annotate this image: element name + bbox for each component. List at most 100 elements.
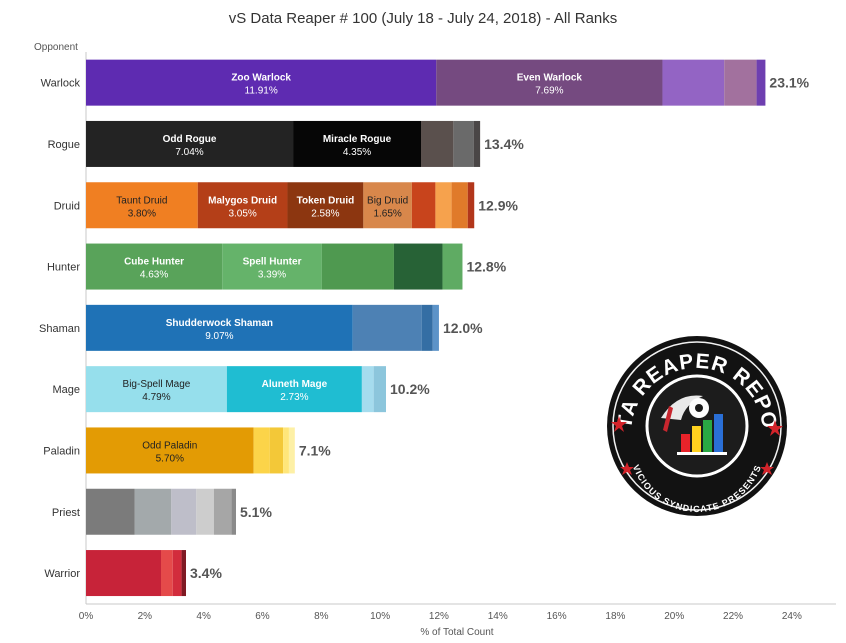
x-tick-22: 22% xyxy=(723,611,743,622)
x-tick-12: 12% xyxy=(429,611,449,622)
segment-value-miracle-rogue: 4.35% xyxy=(343,147,371,158)
bar-segment-priest-other-0[interactable] xyxy=(86,488,135,535)
segment-name-odd-paladin: Odd Paladin xyxy=(142,440,197,451)
bar-segment-warlock-other-3[interactable] xyxy=(724,59,757,106)
total-label-warlock: 23.1% xyxy=(769,75,809,91)
x-axis-label: % of Total Count xyxy=(420,627,493,638)
category-label-rogue: Rogue xyxy=(48,139,80,151)
x-tick-20: 20% xyxy=(664,611,684,622)
total-label-warrior: 3.4% xyxy=(190,565,222,581)
total-label-druid: 12.9% xyxy=(478,197,518,213)
x-tick-8: 8% xyxy=(314,611,329,622)
bar-segment-shaman-other-1[interactable] xyxy=(352,304,422,351)
segment-name-spell-hunter: Spell Hunter xyxy=(243,257,302,268)
bar-segment-druid-big-druid[interactable] xyxy=(363,182,412,229)
bar-segment-warrior-other-0[interactable] xyxy=(86,550,161,597)
total-label-paladin: 7.1% xyxy=(299,442,331,458)
y-axis-label: Opponent xyxy=(34,42,78,53)
bar-segment-warlock-other-4[interactable] xyxy=(756,59,766,106)
bar-segment-priest-other-5[interactable] xyxy=(231,488,236,535)
x-tick-0: 0% xyxy=(79,611,94,622)
bar-segment-hunter-other-2[interactable] xyxy=(321,243,394,290)
x-tick-24: 24% xyxy=(782,611,802,622)
bars-group: Warlock Zoo Warlock 11.91% Even Warlock 7.69… xyxy=(39,59,810,597)
bar-segment-druid-malygos-druid[interactable] xyxy=(197,182,288,229)
bar-segment-hunter-cube-hunter[interactable] xyxy=(86,243,223,290)
bar-segment-priest-other-3[interactable] xyxy=(196,488,214,535)
bar-segment-druid-token-druid[interactable] xyxy=(287,182,364,229)
segment-name-zoo-warlock: Zoo Warlock xyxy=(231,73,291,84)
bar-segment-paladin-other-4[interactable] xyxy=(288,427,295,474)
total-label-shaman: 12.0% xyxy=(443,320,483,336)
bar-segment-hunter-spell-hunter[interactable] xyxy=(222,243,322,290)
bar-segment-druid-taunt-druid[interactable] xyxy=(86,182,198,229)
segment-name-malygos-druid: Malygos Druid xyxy=(208,195,277,206)
bar-segment-warlock-even-warlock[interactable] xyxy=(436,59,663,106)
bar-segment-shaman-other-3[interactable] xyxy=(432,304,439,351)
segment-name-taunt-druid: Taunt Druid xyxy=(116,195,167,206)
total-label-mage: 10.2% xyxy=(390,381,430,397)
bar-segment-warrior-other-2[interactable] xyxy=(172,550,182,597)
total-label-hunter: 12.8% xyxy=(466,259,506,275)
bar-segment-warlock-zoo-warlock[interactable] xyxy=(86,59,437,106)
segment-value-odd-paladin: 5.70% xyxy=(156,453,184,464)
bar-segment-priest-other-2[interactable] xyxy=(171,488,197,535)
bar-segment-rogue-miracle-rogue[interactable] xyxy=(293,120,421,167)
bar-segment-mage-aluneth-mage[interactable] xyxy=(226,366,362,413)
total-label-rogue: 13.4% xyxy=(484,136,524,152)
x-tick-2: 2% xyxy=(138,611,153,622)
bar-segment-shaman-other-2[interactable] xyxy=(421,304,433,351)
category-label-hunter: Hunter xyxy=(47,262,80,274)
bar-segment-paladin-odd-paladin[interactable] xyxy=(86,427,254,474)
segment-value-taunt-druid: 3.80% xyxy=(128,208,156,219)
bar-segment-druid-other-7[interactable] xyxy=(467,182,475,229)
bar-segment-rogue-odd-rogue[interactable] xyxy=(86,120,294,167)
bar-segment-druid-other-5[interactable] xyxy=(435,182,452,229)
chart-title: vS Data Reaper # 100 (July 18 - July 24,… xyxy=(229,10,618,27)
bar-segment-warrior-other-3[interactable] xyxy=(181,550,186,597)
bar-segment-hunter-other-4[interactable] xyxy=(442,243,463,290)
segment-name-big-druid: Big Druid xyxy=(367,195,408,206)
bar-segment-paladin-other-3[interactable] xyxy=(283,427,289,474)
segment-value-malygos-druid: 3.05% xyxy=(228,208,256,219)
bar-segment-paladin-other-2[interactable] xyxy=(269,427,284,474)
segment-name-aluneth-mage: Aluneth Mage xyxy=(262,379,328,390)
x-tick-16: 16% xyxy=(547,611,567,622)
category-label-priest: Priest xyxy=(52,507,80,519)
bar-segment-paladin-other-1[interactable] xyxy=(253,427,270,474)
x-ticks-group: 0% 2% 4% 6% 8% 10% 12% 14% 16% 18% 20% 22% 24% xyxy=(79,611,802,622)
bar-segment-mage-other-3[interactable] xyxy=(373,366,386,413)
bar-segment-shaman-shudderwock-shaman[interactable] xyxy=(86,304,353,351)
bar-segment-mage-other-2[interactable] xyxy=(361,366,374,413)
bar-segment-rogue-other-2[interactable] xyxy=(421,120,454,167)
segment-value-even-warlock: 7.69% xyxy=(535,86,563,97)
logo-bars-icon xyxy=(677,414,727,455)
segment-name-odd-rogue: Odd Rogue xyxy=(163,134,217,145)
bar-segment-priest-other-1[interactable] xyxy=(134,488,172,535)
bar-segment-rogue-other-4[interactable] xyxy=(473,120,481,167)
bar-segment-rogue-other-3[interactable] xyxy=(453,120,474,167)
bar-segment-druid-other-6[interactable] xyxy=(451,182,468,229)
bar-segment-warlock-other-2[interactable] xyxy=(662,59,725,106)
segment-value-cube-hunter: 4.63% xyxy=(140,270,168,281)
segment-value-zoo-warlock: 11.91% xyxy=(245,86,278,97)
segment-name-miracle-rogue: Miracle Rogue xyxy=(323,134,392,145)
category-label-druid: Druid xyxy=(54,200,80,212)
bar-segment-hunter-other-3[interactable] xyxy=(393,243,443,290)
x-tick-6: 6% xyxy=(255,611,270,622)
category-label-shaman: Shaman xyxy=(39,323,80,335)
data-reaper-report-logo: DATA REAPER REPORT VICIOUS SYNDICATE PRE… xyxy=(607,336,787,516)
x-tick-14: 14% xyxy=(488,611,508,622)
bar-segment-druid-other-4[interactable] xyxy=(411,182,436,229)
segment-value-odd-rogue: 7.04% xyxy=(175,147,203,158)
x-tick-10: 10% xyxy=(370,611,390,622)
segment-value-big-spell-mage: 4.79% xyxy=(142,392,170,403)
category-label-paladin: Paladin xyxy=(43,445,80,457)
bar-segment-priest-other-4[interactable] xyxy=(213,488,232,535)
segment-value-token-druid: 2.58% xyxy=(311,208,339,219)
bar-segment-warrior-other-1[interactable] xyxy=(161,550,173,597)
bar-segment-mage-big-spell-mage[interactable] xyxy=(86,366,227,413)
segment-name-even-warlock: Even Warlock xyxy=(517,73,583,84)
x-tick-4: 4% xyxy=(196,611,211,622)
